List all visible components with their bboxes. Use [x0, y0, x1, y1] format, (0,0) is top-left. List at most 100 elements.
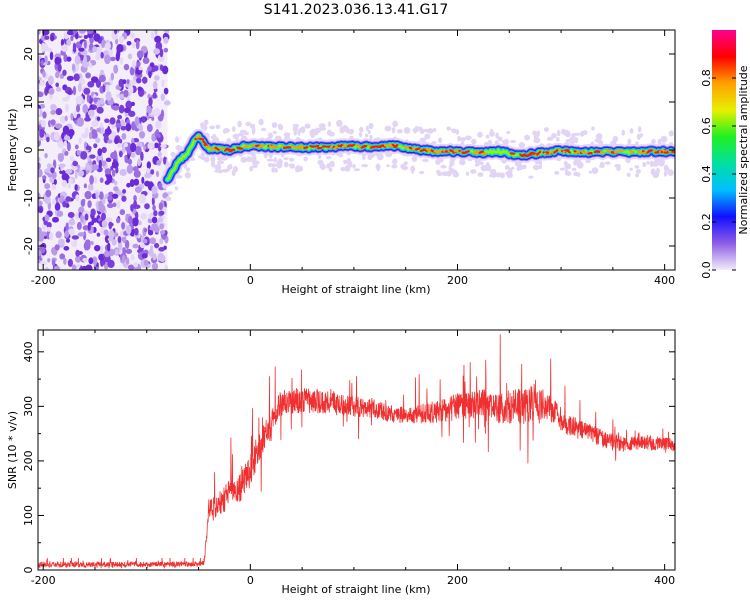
noise-speckle — [59, 115, 67, 124]
noise-speckle — [119, 168, 127, 177]
halo-speckle — [250, 152, 256, 157]
noise-speckle — [76, 263, 81, 269]
halo-speckle — [571, 167, 577, 172]
halo-speckle — [564, 163, 572, 170]
halo-speckle — [518, 141, 526, 149]
halo-speckle — [660, 135, 668, 143]
halo-speckle — [403, 127, 411, 134]
halo-speckle — [209, 125, 216, 130]
noise-speckle — [90, 76, 99, 83]
noise-speckle — [44, 267, 50, 270]
signal-core — [422, 148, 428, 152]
noise-speckle — [144, 173, 152, 179]
halo-speckle — [277, 123, 282, 130]
noise-speckle — [84, 190, 92, 200]
signal-core — [195, 134, 202, 139]
noise-speckle — [40, 231, 47, 237]
noise-speckle — [78, 30, 87, 34]
noise-speckle — [130, 204, 134, 212]
halo-speckle — [215, 124, 221, 130]
noise-speckle — [101, 213, 106, 220]
halo-speckle — [474, 163, 480, 167]
halo-speckle — [538, 164, 542, 170]
noise-speckle — [101, 146, 107, 154]
halo-speckle — [318, 154, 322, 160]
halo-speckle — [293, 130, 298, 136]
snr-x-tick-label: 400 — [654, 574, 675, 587]
noise-speckle — [111, 169, 116, 177]
noise-speckle — [61, 173, 69, 181]
noise-speckle — [126, 182, 131, 188]
noise-speckle — [90, 240, 94, 246]
halo-speckle — [546, 136, 554, 141]
noise-speckle — [39, 207, 43, 213]
noise-speckle — [104, 118, 110, 124]
halo-speckle — [327, 121, 332, 127]
halo-speckle — [244, 131, 250, 136]
halo-speckle — [361, 163, 369, 168]
noise-speckle — [97, 148, 103, 157]
noise-speckle — [54, 56, 61, 65]
noise-speckle — [133, 178, 140, 186]
noise-speckle — [81, 198, 86, 204]
signal-core — [565, 149, 571, 154]
noise-speckle — [161, 65, 169, 75]
noise-speckle — [140, 151, 144, 162]
halo-speckle — [565, 138, 573, 143]
noise-speckle — [122, 79, 127, 85]
noise-speckle — [39, 261, 47, 266]
halo-speckle — [251, 127, 256, 132]
halo-speckle — [532, 164, 540, 171]
noise-speckle — [83, 55, 87, 64]
noise-speckle — [163, 156, 167, 165]
noise-speckle — [153, 210, 158, 217]
spectrogram-y-tick-label: -10 — [22, 189, 35, 207]
halo-speckle — [200, 156, 208, 160]
noise-speckle — [76, 150, 81, 156]
noise-speckle — [128, 215, 133, 225]
halo-speckle — [403, 161, 408, 166]
noise-speckle — [93, 33, 101, 42]
noise-speckle — [62, 201, 67, 208]
noise-speckle — [98, 204, 106, 213]
colorbar-label: Normalized spectral amplitude — [737, 65, 750, 234]
signal-core — [574, 150, 581, 154]
halo-speckle — [477, 131, 483, 138]
snr-y-tick-label: 0 — [22, 567, 35, 574]
noise-speckle — [150, 169, 155, 175]
noise-speckle — [160, 109, 165, 119]
noise-speckle — [50, 167, 55, 174]
noise-speckle — [70, 35, 74, 42]
noise-speckle — [71, 264, 77, 270]
halo-speckle — [521, 164, 527, 170]
noise-speckle — [42, 30, 50, 36]
halo-speckle — [465, 171, 470, 176]
noise-speckle — [113, 64, 119, 74]
noise-speckle — [151, 223, 158, 228]
noise-speckle — [53, 131, 60, 141]
noise-speckle — [82, 257, 88, 262]
noise-speckle — [54, 195, 60, 205]
noise-speckle — [134, 116, 140, 126]
noise-speckle — [38, 235, 45, 242]
noise-speckle — [151, 116, 155, 121]
noise-speckle — [117, 240, 123, 251]
noise-speckle — [104, 235, 110, 244]
halo-speckle — [616, 166, 621, 171]
noise-speckle — [111, 160, 119, 169]
noise-speckle — [137, 86, 143, 92]
noise-speckle — [73, 110, 77, 119]
halo-speckle — [574, 137, 579, 144]
halo-speckle — [437, 137, 443, 144]
snr-y-axis-label: SNR (10 * v/v) — [6, 411, 19, 489]
noise-speckle — [87, 109, 95, 117]
noise-speckle — [96, 232, 101, 237]
noise-speckle — [105, 157, 112, 163]
noise-speckle — [52, 198, 57, 206]
noise-speckle — [107, 139, 113, 144]
noise-speckle — [164, 100, 171, 106]
halo-speckle — [655, 167, 661, 175]
signal-core — [309, 145, 315, 148]
noise-speckle — [90, 208, 96, 217]
